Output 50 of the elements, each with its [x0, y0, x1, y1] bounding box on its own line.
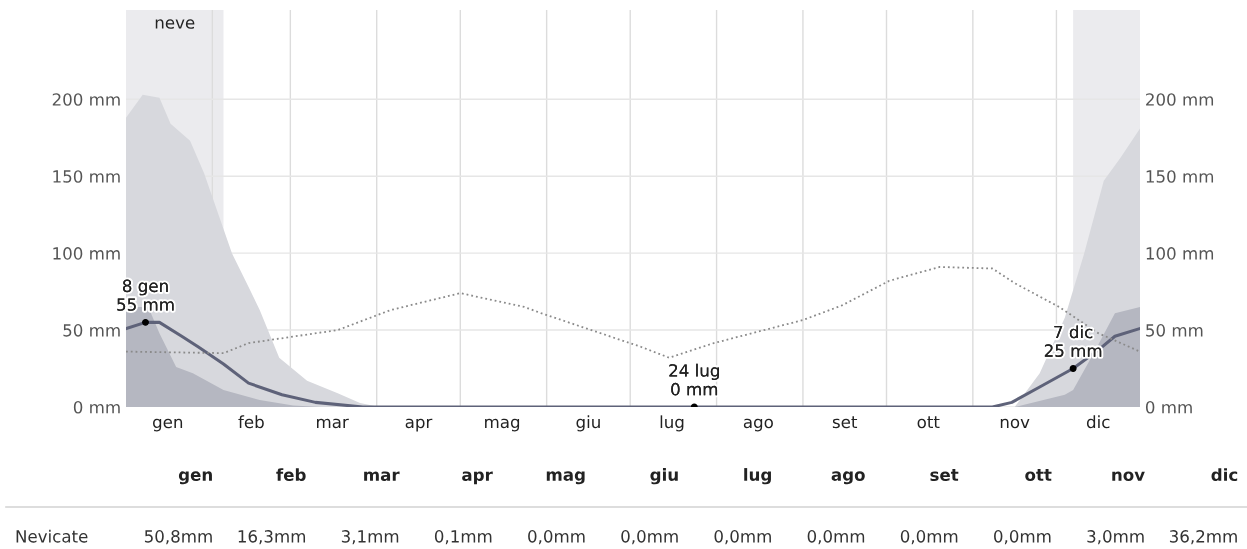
category-label: giu	[650, 468, 678, 485]
y2-tick-label: 200 mm	[1146, 93, 1214, 106]
x-tick-label: feb	[238, 415, 264, 429]
x-tick-label: mar	[317, 418, 349, 429]
text: 0,0mm	[528, 530, 585, 545]
text: 0,0mm	[994, 530, 1051, 545]
x-tick-label: mag	[485, 418, 520, 432]
category-label: nov	[1112, 471, 1145, 482]
y2-tick-label: 50 mm	[1146, 324, 1203, 337]
x-tick-label: apr	[405, 418, 433, 432]
text: 0,0mm	[714, 530, 771, 545]
text: 16,3mm	[238, 530, 306, 545]
y-tick-label: 150 mm	[53, 170, 120, 183]
text: 0,1mm	[434, 530, 492, 545]
x-tick-label: ago	[743, 418, 773, 432]
x-tick-label: nov	[1000, 418, 1030, 429]
y-tick-label: 100 mm	[53, 247, 120, 260]
category-label: ago	[831, 471, 865, 485]
x-tick-label: giu	[576, 415, 600, 432]
category-label: ott	[1025, 469, 1052, 482]
text: 50,8mm	[144, 530, 212, 545]
x-tick-label: set	[832, 416, 858, 429]
x-tick-label: ott	[917, 416, 940, 429]
text: Nevicate	[16, 529, 88, 543]
y-tick-label: 50 mm	[63, 324, 120, 337]
text: 36,2mm	[1169, 530, 1237, 545]
y2-tick-label: 100 mm	[1146, 247, 1214, 260]
y2-tick-label: 150 mm	[1146, 170, 1214, 183]
category-label: set	[930, 469, 959, 482]
text: 0,0mm	[621, 530, 678, 545]
y2-tick-label: 0 mm	[1145, 400, 1192, 414]
y-tick-label: 0 mm	[73, 400, 120, 414]
annotation: 8 gen 55 mm	[117, 279, 174, 311]
category-label: feb	[276, 468, 306, 482]
x-tick-label: dic	[1086, 415, 1110, 429]
category-label: mag	[546, 471, 585, 485]
category-label: apr	[462, 471, 493, 485]
category-label: dic	[1211, 468, 1238, 482]
category-label: lug	[744, 468, 771, 485]
band-label: neve	[155, 19, 195, 29]
text: 0,0mm	[807, 530, 865, 545]
category-label: mar	[364, 471, 400, 482]
text: 3,1mm	[341, 530, 399, 545]
annotation: 24 lug 0 mm	[669, 363, 719, 396]
x-tick-label: gen	[153, 418, 183, 432]
text: 3,0mm	[1087, 530, 1144, 545]
y-tick-label: 200 mm	[52, 93, 120, 106]
category-label: gen	[178, 471, 212, 485]
text: 0,0mm	[900, 530, 958, 545]
x-tick-label: lug	[660, 415, 684, 432]
